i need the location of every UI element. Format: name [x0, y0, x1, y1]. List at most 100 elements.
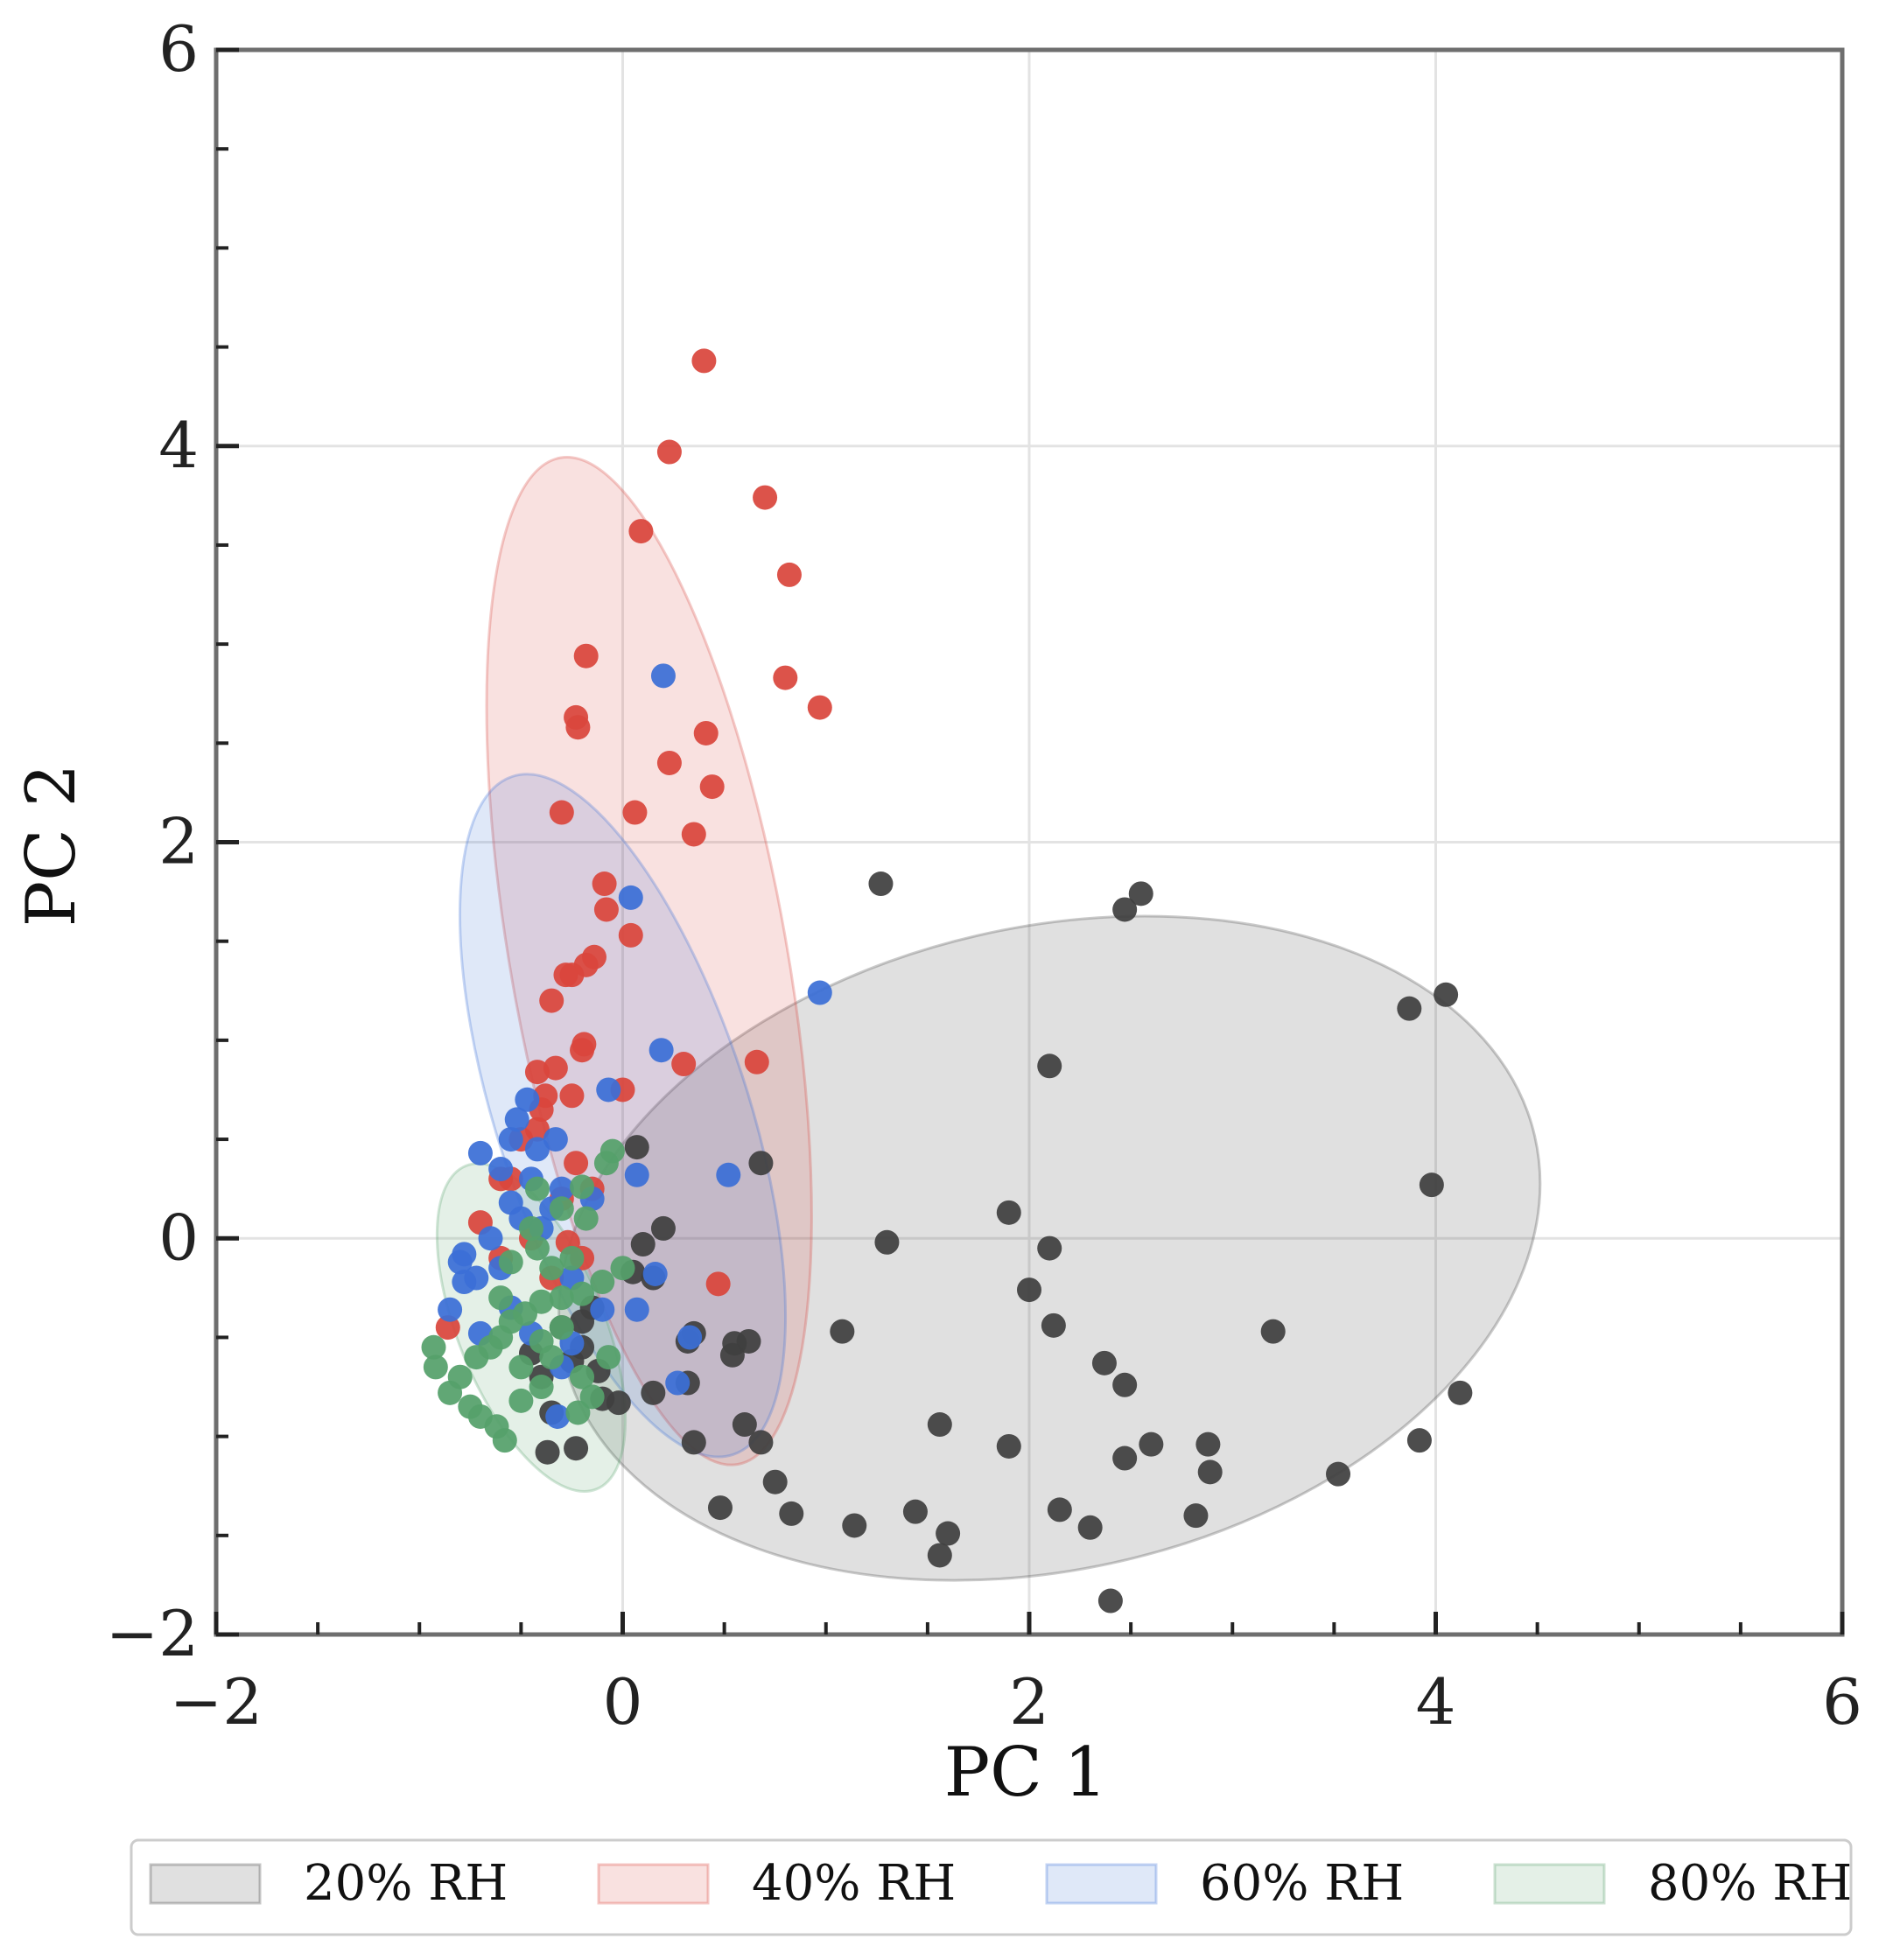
x-tick-label-1: 0	[603, 1665, 643, 1739]
point-series-3-2	[570, 1174, 595, 1200]
point-series-0-50	[1097, 1588, 1123, 1614]
point-series-0-30	[681, 1430, 706, 1455]
point-series-0-20	[1091, 1350, 1117, 1376]
point-series-0-35	[1112, 1446, 1138, 1471]
point-series-1-18	[618, 922, 643, 948]
point-series-2-6	[504, 1107, 529, 1132]
point-series-1-9	[565, 715, 591, 740]
point-series-3-3	[524, 1176, 550, 1201]
point-series-1-5	[573, 643, 599, 668]
point-series-0-49	[1183, 1503, 1209, 1529]
point-series-0-41	[707, 1495, 733, 1521]
point-series-1-26	[671, 1052, 697, 1077]
point-series-0-11	[1037, 1236, 1062, 1261]
y-tick-label-0: −2	[106, 1597, 199, 1670]
point-series-0-2	[1112, 897, 1138, 922]
point-series-3-22	[421, 1334, 446, 1360]
point-series-3-38	[539, 1345, 564, 1370]
point-series-2-19	[478, 1226, 503, 1251]
y-tick-label-4: 6	[158, 12, 199, 86]
point-series-1-22	[553, 962, 578, 988]
point-series-2-2	[807, 980, 832, 1005]
point-series-1-12	[699, 774, 725, 800]
point-series-1-1	[656, 439, 682, 465]
x-axis-label: PC 1	[944, 1733, 1108, 1812]
point-series-3-37	[488, 1285, 514, 1311]
point-series-3-6	[518, 1215, 543, 1241]
point-series-3-4	[549, 1196, 574, 1222]
x-tick-label-4: 6	[1822, 1665, 1862, 1739]
point-series-1-28	[543, 1055, 568, 1081]
legend-swatch-0	[149, 1863, 262, 1905]
point-series-2-21	[447, 1250, 473, 1275]
legend-label-3: 80% RH	[1648, 1855, 1852, 1912]
point-series-1-23	[539, 988, 564, 1013]
axis-ticks: −2 0 2 4 6 −2 0 2 4 6	[106, 12, 1862, 1739]
point-series-3-8	[498, 1250, 523, 1275]
point-series-2-30	[677, 1325, 703, 1350]
point-series-0-59	[650, 1215, 676, 1241]
x-tick-label-2: 2	[1009, 1665, 1049, 1739]
point-series-3-13	[549, 1285, 574, 1311]
y-tick-label-3: 4	[158, 409, 199, 482]
point-series-2-4	[596, 1077, 621, 1102]
point-series-2-13	[624, 1162, 649, 1187]
point-series-3-7	[524, 1236, 550, 1261]
legend-frame	[130, 1838, 1853, 1936]
point-series-0-47	[1047, 1497, 1072, 1522]
point-series-3-31	[529, 1375, 554, 1400]
legend-swatch-3	[1493, 1863, 1606, 1905]
point-series-3-21	[464, 1345, 489, 1370]
point-series-0-60	[630, 1232, 656, 1257]
point-series-3-35	[596, 1345, 621, 1370]
point-series-3-9	[539, 1256, 564, 1281]
point-series-3-18	[549, 1315, 574, 1340]
data-points	[421, 348, 1473, 1614]
point-series-0-8	[624, 1135, 649, 1160]
point-series-3-36	[508, 1354, 534, 1380]
point-series-1-7	[807, 695, 832, 720]
point-series-0-40	[564, 1436, 589, 1461]
point-series-2-10	[467, 1140, 493, 1166]
legend-label-1: 40% RH	[752, 1855, 956, 1912]
point-series-1-3	[628, 519, 654, 544]
point-series-0-6	[1419, 1172, 1444, 1198]
point-series-0-32	[1139, 1432, 1164, 1457]
point-series-0-43	[842, 1513, 867, 1538]
point-series-3-5	[573, 1206, 599, 1231]
point-series-3-39	[559, 1245, 585, 1270]
y-tick-label-1: 0	[158, 1200, 199, 1274]
point-series-0-7	[748, 1151, 774, 1176]
point-series-0-9	[996, 1200, 1021, 1225]
point-series-2-35	[545, 1404, 571, 1429]
point-series-1-36	[564, 1151, 589, 1176]
point-series-2-15	[549, 1176, 574, 1201]
legend-swatch-2	[1045, 1863, 1158, 1905]
point-series-0-10	[874, 1229, 900, 1255]
point-series-0-28	[732, 1412, 757, 1438]
point-series-2-9	[524, 1137, 550, 1162]
point-series-2-27	[590, 1297, 615, 1322]
point-series-0-37	[1326, 1461, 1351, 1487]
point-series-2-11	[488, 1157, 514, 1182]
point-series-0-0	[868, 872, 894, 897]
point-series-1-15	[681, 822, 706, 847]
point-series-0-19	[719, 1342, 745, 1368]
point-series-0-46	[927, 1543, 952, 1568]
point-series-0-5	[1037, 1054, 1062, 1079]
point-series-1-27	[744, 1049, 769, 1074]
point-series-0-22	[1448, 1380, 1473, 1405]
point-series-0-38	[762, 1469, 788, 1494]
point-series-1-40	[705, 1271, 731, 1297]
point-series-1-32	[559, 1083, 585, 1109]
point-series-2-24	[438, 1297, 463, 1322]
point-series-1-29	[524, 1060, 550, 1085]
point-series-3-33	[579, 1384, 605, 1410]
point-series-0-12	[1017, 1278, 1041, 1303]
ellipse-series-2	[458, 773, 788, 1459]
point-series-0-44	[902, 1499, 928, 1524]
point-series-1-41	[435, 1315, 460, 1340]
point-series-0-29	[748, 1430, 774, 1455]
point-series-0-31	[996, 1433, 1021, 1459]
